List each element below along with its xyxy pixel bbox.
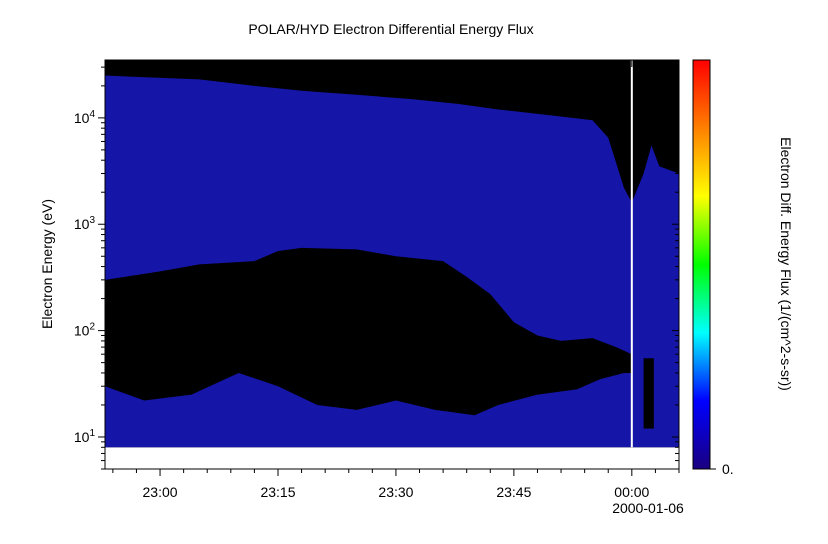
x-date-label: 2000-01-06	[612, 500, 684, 516]
low-energy-gap	[105, 247, 632, 416]
y-tick-label: 101	[74, 428, 96, 445]
y-tick-label: 104	[74, 109, 96, 126]
low-energy-gap-2	[643, 358, 654, 429]
y-tick-label: 102	[74, 322, 96, 339]
colorbar-gradient	[692, 59, 711, 470]
x-tick-label: 00:00	[614, 484, 649, 500]
x-tick-label: 23:00	[143, 484, 178, 500]
spectrogram-heatmap	[105, 60, 679, 448]
chart-title: POLAR/HYD Electron Differential Energy F…	[248, 21, 533, 37]
y-tick-label: 103	[74, 215, 96, 232]
colorbar-label: Electron Diff. Energy Flux (1/(cm^2-s-sr…	[778, 137, 794, 391]
x-axis: 23:00 23:15 23:30 23:45 00:00	[112, 60, 680, 500]
y-axis-label: Electron Energy (eV)	[39, 199, 55, 329]
x-tick-label: 23:15	[260, 484, 295, 500]
colorbar: 0.	[692, 59, 734, 477]
x-tick-label: 23:45	[496, 484, 531, 500]
plot-area	[104, 59, 680, 470]
colorbar-tick-label: 0.	[722, 461, 734, 477]
colorbar-ticks: 0.	[710, 461, 734, 477]
x-tick-label: 23:30	[378, 484, 413, 500]
plot-frame	[104, 59, 680, 470]
